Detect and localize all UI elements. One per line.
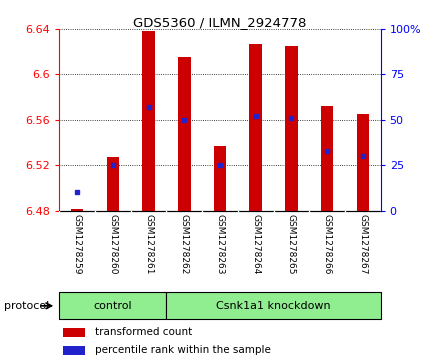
Bar [249, 44, 262, 211]
Text: protocol: protocol [4, 301, 50, 311]
Text: GDS5360 / ILMN_2924778: GDS5360 / ILMN_2924778 [133, 16, 307, 29]
Text: GSM1278260: GSM1278260 [108, 215, 117, 275]
Bar [143, 31, 155, 211]
Bar [356, 114, 369, 211]
Text: control: control [94, 301, 132, 311]
Bar [62, 346, 85, 355]
Bar [71, 209, 84, 211]
Text: GSM1278259: GSM1278259 [73, 215, 82, 275]
Text: GSM1278266: GSM1278266 [323, 215, 332, 275]
Text: Csnk1a1 knockdown: Csnk1a1 knockdown [216, 301, 331, 311]
Bar [166, 292, 381, 319]
Text: percentile rank within the sample: percentile rank within the sample [95, 346, 271, 355]
Bar [59, 292, 166, 319]
Text: GSM1278263: GSM1278263 [216, 215, 224, 275]
Bar [321, 106, 334, 211]
Text: GSM1278265: GSM1278265 [287, 215, 296, 275]
Text: GSM1278261: GSM1278261 [144, 215, 153, 275]
Text: GSM1278262: GSM1278262 [180, 215, 189, 275]
Bar [106, 157, 119, 211]
Text: GSM1278264: GSM1278264 [251, 215, 260, 275]
Text: GSM1278267: GSM1278267 [358, 215, 367, 275]
Bar [214, 146, 226, 211]
Bar [62, 328, 85, 337]
Bar [178, 57, 191, 211]
Text: transformed count: transformed count [95, 327, 192, 337]
Bar [285, 46, 297, 211]
